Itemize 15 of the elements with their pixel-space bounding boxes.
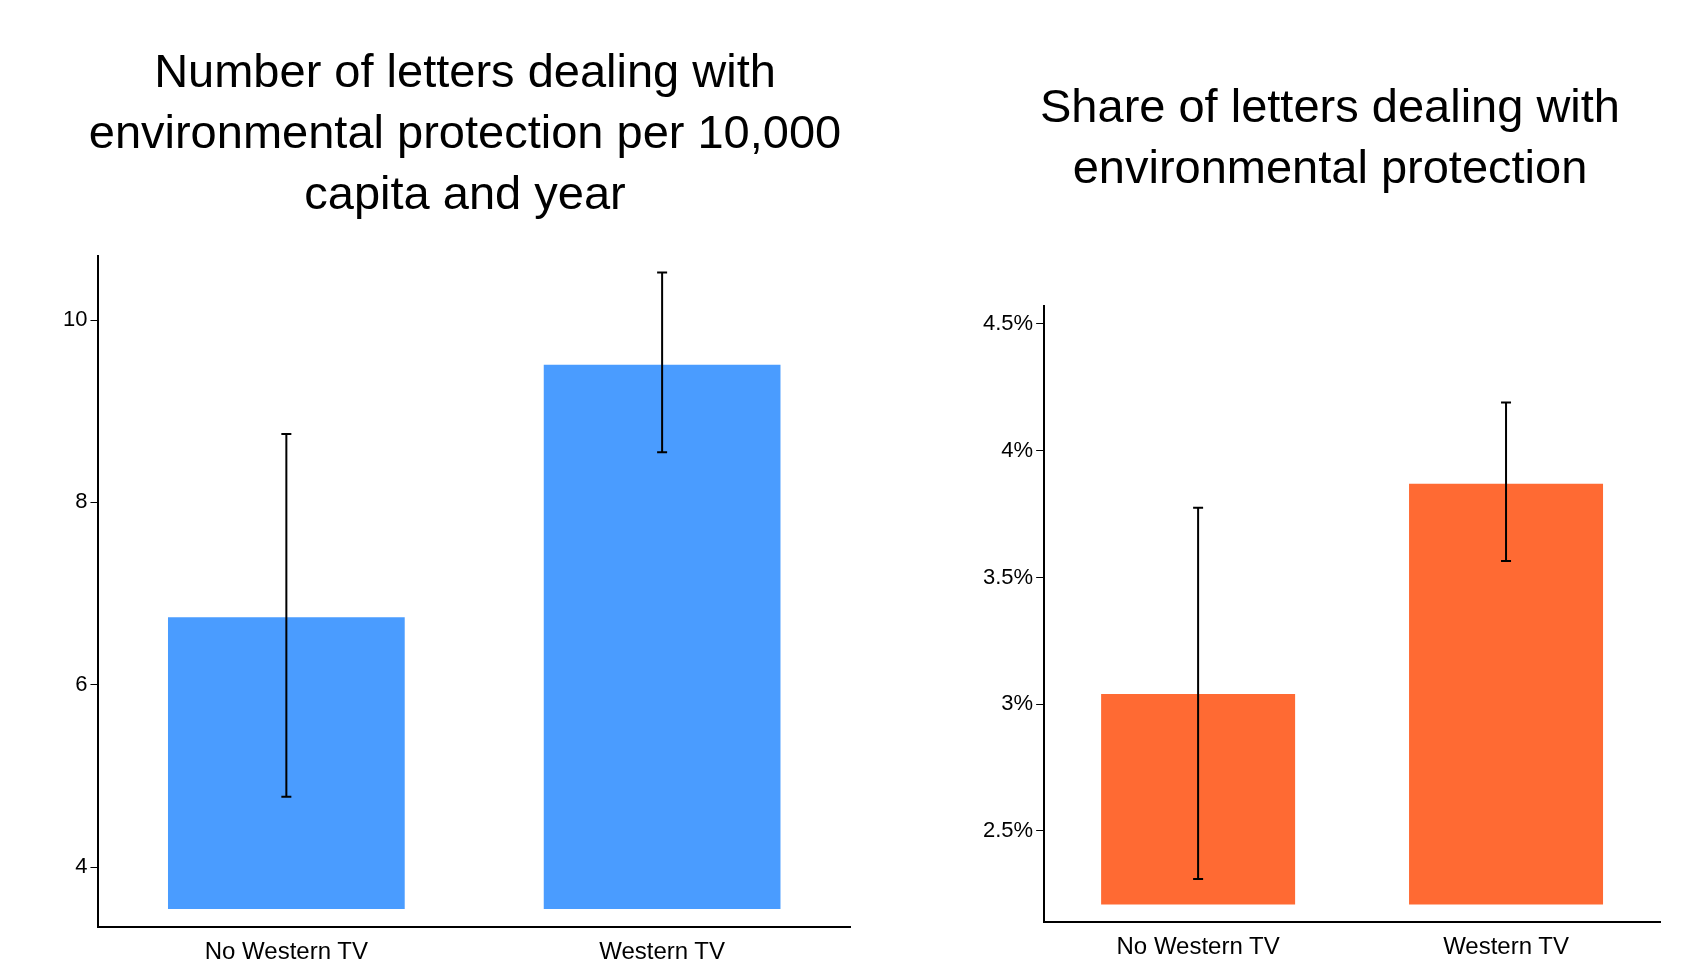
y-tick-label: 4.5%	[982, 310, 1034, 336]
y-tick-label: 3.5%	[982, 563, 1034, 589]
chart-title: Number of letters dealing with environmental protection per 10,000 capita and year	[87, 43, 843, 222]
y-tick-label: 4	[75, 853, 88, 879]
y-tick-label: 10	[62, 306, 88, 332]
x-tick-label: No Western TV	[204, 937, 368, 965]
x-tick-label: Western TV	[599, 937, 726, 965]
chart-title: Share of letters dealing with environmental protection	[1039, 78, 1621, 196]
y-tick-label: 4%	[1001, 436, 1034, 462]
x-tick-label: No Western TV	[1116, 932, 1280, 960]
y-tick-label: 2.5%	[982, 817, 1034, 842]
y-tick-label: 3%	[1001, 690, 1034, 716]
y-tick-label: 6	[75, 670, 88, 696]
y-tick-label: 8	[75, 488, 88, 514]
x-tick-label: Western TV	[1443, 932, 1569, 960]
